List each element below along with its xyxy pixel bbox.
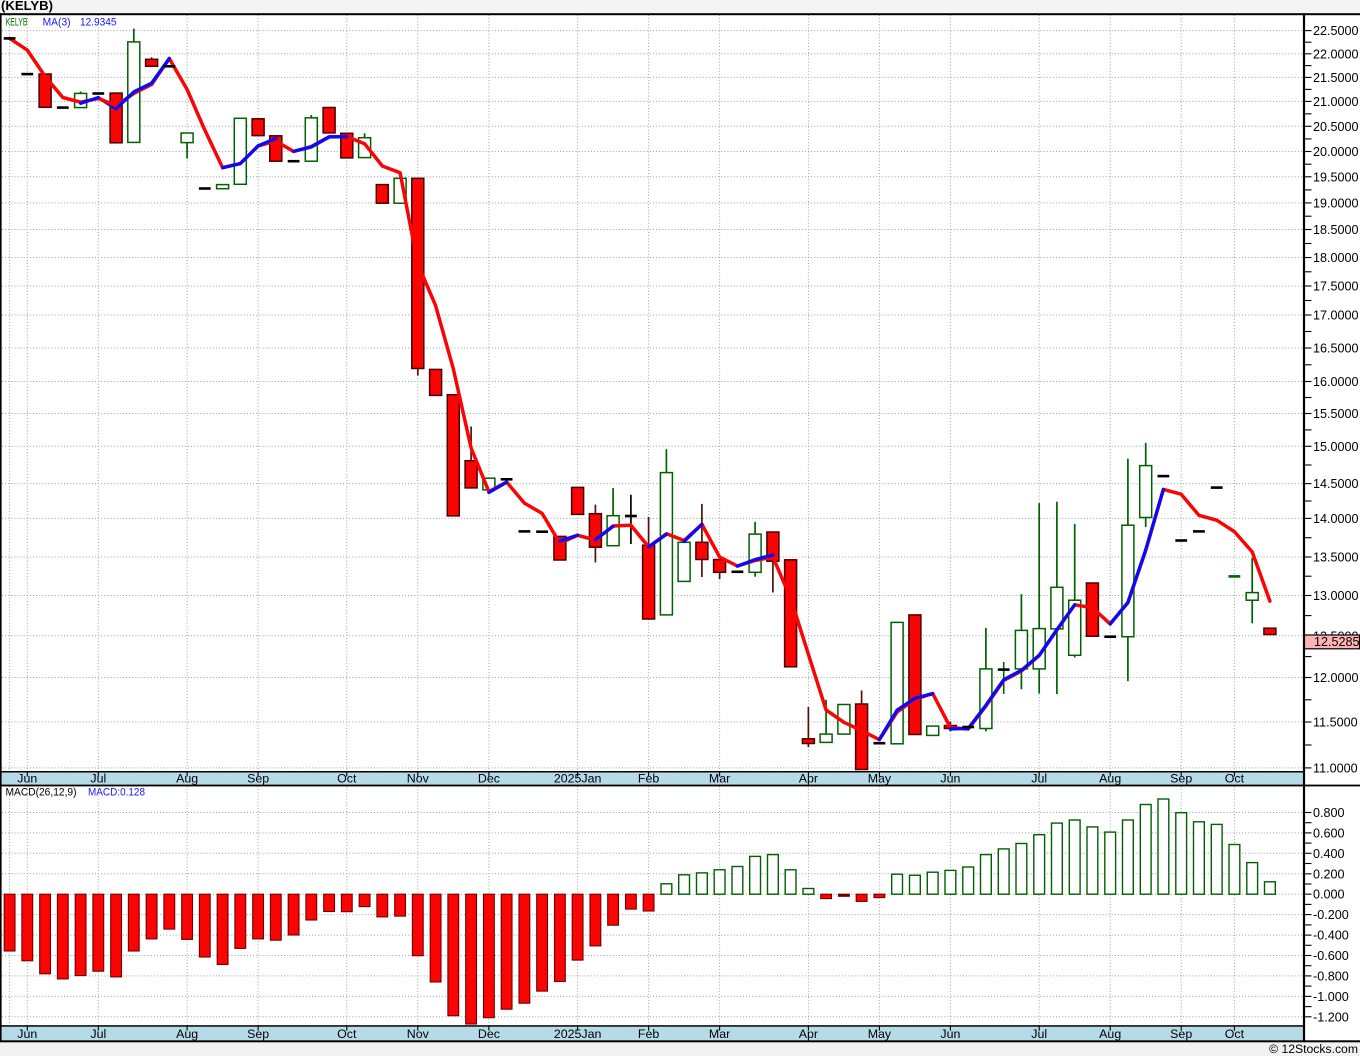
svg-text:-0.600: -0.600 bbox=[1313, 949, 1349, 963]
svg-text:Oct: Oct bbox=[337, 1027, 357, 1041]
svg-text:20.5000: 20.5000 bbox=[1313, 120, 1359, 134]
svg-text:12.0000: 12.0000 bbox=[1313, 671, 1359, 685]
svg-text:19.5000: 19.5000 bbox=[1313, 170, 1359, 184]
svg-text:-0.200: -0.200 bbox=[1313, 908, 1349, 922]
svg-text:-1.000: -1.000 bbox=[1313, 990, 1349, 1004]
svg-text:Jul: Jul bbox=[1031, 1027, 1047, 1041]
svg-text:21.0000: 21.0000 bbox=[1313, 95, 1359, 109]
svg-text:Apr: Apr bbox=[799, 1027, 818, 1041]
svg-text:2025Jan: 2025Jan bbox=[554, 1027, 602, 1041]
svg-text:Jun: Jun bbox=[17, 1027, 37, 1041]
svg-text:MA(3): MA(3) bbox=[43, 16, 71, 28]
svg-text:11.0000: 11.0000 bbox=[1313, 761, 1358, 775]
svg-text:22.0000: 22.0000 bbox=[1313, 47, 1359, 61]
svg-text:MACD:0.128: MACD:0.128 bbox=[88, 786, 145, 798]
svg-text:Oct: Oct bbox=[1225, 772, 1245, 786]
svg-text:© 12Stocks.com: © 12Stocks.com bbox=[1269, 1042, 1358, 1056]
svg-text:Jul: Jul bbox=[90, 1027, 106, 1041]
svg-text:2025Jan: 2025Jan bbox=[554, 772, 602, 786]
svg-text:Jun: Jun bbox=[940, 772, 960, 786]
svg-text:17.0000: 17.0000 bbox=[1313, 309, 1359, 323]
svg-text:Nov: Nov bbox=[407, 1027, 430, 1041]
svg-text:11.5000: 11.5000 bbox=[1313, 716, 1358, 730]
svg-text:Jun: Jun bbox=[940, 1027, 960, 1041]
svg-text:Dec: Dec bbox=[478, 1027, 500, 1041]
svg-text:Feb: Feb bbox=[638, 772, 659, 786]
svg-text:Aug: Aug bbox=[176, 1027, 198, 1041]
svg-text:0.000: 0.000 bbox=[1313, 888, 1345, 902]
svg-text:Feb: Feb bbox=[638, 1027, 659, 1041]
svg-text:-0.800: -0.800 bbox=[1313, 969, 1349, 983]
svg-text:21.5000: 21.5000 bbox=[1313, 71, 1359, 85]
svg-text:-1.200: -1.200 bbox=[1313, 1010, 1349, 1024]
svg-text:20.0000: 20.0000 bbox=[1313, 145, 1359, 159]
svg-text:Aug: Aug bbox=[176, 772, 198, 786]
svg-text:0.600: 0.600 bbox=[1313, 826, 1345, 840]
svg-text:MACD(26,12,9): MACD(26,12,9) bbox=[6, 786, 77, 798]
svg-text:(KELYB): (KELYB) bbox=[1, 0, 53, 13]
svg-text:15.0000: 15.0000 bbox=[1313, 440, 1359, 454]
svg-text:0.400: 0.400 bbox=[1313, 847, 1345, 861]
svg-text:13.0000: 13.0000 bbox=[1313, 589, 1359, 603]
svg-text:16.5000: 16.5000 bbox=[1313, 342, 1359, 356]
svg-text:Sep: Sep bbox=[1170, 772, 1192, 786]
svg-text:12.5285: 12.5285 bbox=[1314, 635, 1360, 649]
svg-text:15.5000: 15.5000 bbox=[1313, 407, 1359, 421]
svg-text:13.5000: 13.5000 bbox=[1313, 551, 1359, 565]
svg-text:18.0000: 18.0000 bbox=[1313, 251, 1359, 265]
svg-text:19.0000: 19.0000 bbox=[1313, 196, 1359, 210]
svg-text:14.0000: 14.0000 bbox=[1313, 512, 1359, 526]
svg-text:Aug: Aug bbox=[1099, 772, 1121, 786]
svg-text:Oct: Oct bbox=[1225, 1027, 1245, 1041]
svg-text:12.9345: 12.9345 bbox=[80, 16, 117, 28]
svg-text:18.5000: 18.5000 bbox=[1313, 223, 1359, 237]
svg-text:22.5000: 22.5000 bbox=[1313, 24, 1359, 38]
svg-text:Aug: Aug bbox=[1099, 1027, 1121, 1041]
svg-text:Sep: Sep bbox=[247, 772, 269, 786]
svg-text:Nov: Nov bbox=[407, 772, 430, 786]
svg-text:Mar: Mar bbox=[709, 1027, 730, 1041]
svg-text:17.5000: 17.5000 bbox=[1313, 280, 1359, 294]
svg-text:Dec: Dec bbox=[478, 772, 500, 786]
svg-text:Jul: Jul bbox=[1031, 772, 1047, 786]
svg-text:-0.400: -0.400 bbox=[1313, 929, 1349, 943]
svg-text:0.800: 0.800 bbox=[1313, 806, 1345, 820]
svg-text:Jul: Jul bbox=[90, 772, 106, 786]
svg-text:Sep: Sep bbox=[247, 1027, 269, 1041]
svg-text:Jun: Jun bbox=[17, 772, 37, 786]
svg-text:May: May bbox=[868, 1027, 892, 1041]
svg-text:KELYB: KELYB bbox=[6, 16, 28, 28]
svg-text:Oct: Oct bbox=[337, 772, 357, 786]
svg-text:Apr: Apr bbox=[799, 772, 818, 786]
svg-text:16.0000: 16.0000 bbox=[1313, 375, 1359, 389]
svg-text:May: May bbox=[868, 772, 892, 786]
svg-text:Sep: Sep bbox=[1170, 1027, 1192, 1041]
svg-text:Mar: Mar bbox=[709, 772, 730, 786]
svg-text:14.5000: 14.5000 bbox=[1313, 477, 1359, 491]
svg-text:0.200: 0.200 bbox=[1313, 867, 1345, 881]
